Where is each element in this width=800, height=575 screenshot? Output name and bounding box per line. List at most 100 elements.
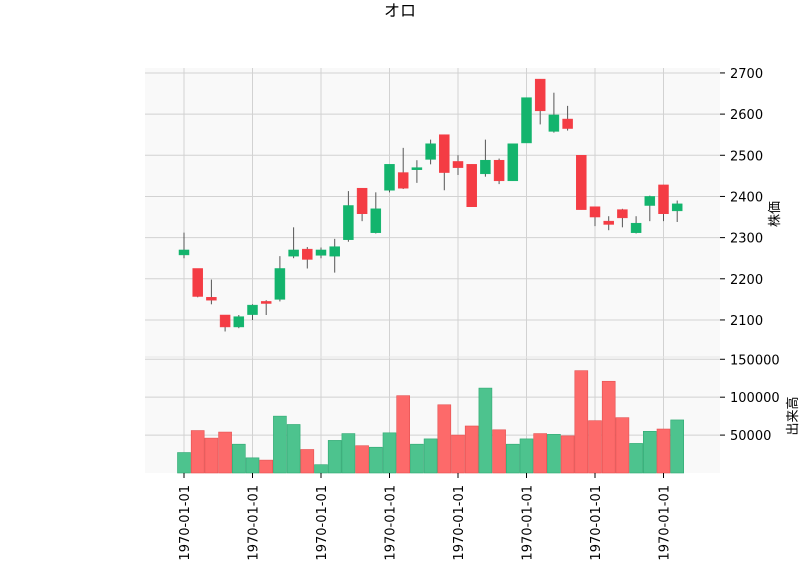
x-axis: 1970-01-01 1970-01-01 1970-01-01 1970-01-01… xyxy=(178,473,673,561)
price-tick-label: 2700 xyxy=(730,67,763,82)
candle-body xyxy=(439,134,450,173)
candle-body xyxy=(452,161,464,168)
volume-bar xyxy=(423,438,438,474)
x-tick-label: 1970-01-01 xyxy=(315,485,330,561)
candle-body xyxy=(548,114,560,132)
x-tick-label: 1970-01-01 xyxy=(521,485,536,561)
candle-body xyxy=(329,246,340,257)
candle-body xyxy=(233,316,245,328)
candle-body xyxy=(219,314,231,328)
candle-body xyxy=(356,187,368,214)
candle-body xyxy=(576,155,587,210)
price-tick-label: 2600 xyxy=(730,108,763,123)
candle-body xyxy=(562,118,573,129)
candle-body xyxy=(589,206,601,218)
volume-bar xyxy=(615,417,630,474)
candle-body xyxy=(521,97,532,144)
volume-bar xyxy=(341,433,356,474)
x-tick-label: 1970-01-01 xyxy=(658,485,673,561)
candle-body xyxy=(178,249,190,256)
volume-bar xyxy=(314,464,328,474)
x-tick-label: 1970-01-01 xyxy=(178,485,193,561)
candle-body xyxy=(384,164,395,191)
volume-bar xyxy=(396,395,411,474)
volume-axis-label: 出来高 xyxy=(785,396,800,435)
volume-bar xyxy=(382,432,397,474)
candle-body xyxy=(192,268,203,297)
volume-bar xyxy=(218,431,232,474)
candle-body xyxy=(370,208,382,233)
volume-bar xyxy=(273,415,287,474)
volume-axis: 50000 100000 150000 xyxy=(720,353,780,444)
candle-body xyxy=(644,196,656,206)
volume-bar xyxy=(190,430,205,474)
volume-bar xyxy=(368,446,383,474)
volume-bar xyxy=(642,431,657,474)
candle-body xyxy=(507,143,519,182)
price-tick-label: 2200 xyxy=(730,273,763,288)
candle-body xyxy=(493,159,505,182)
x-tick-label: 1970-01-01 xyxy=(384,485,399,561)
x-tick-label: 1970-01-01 xyxy=(589,485,604,561)
volume-bar xyxy=(286,424,301,474)
price-panel xyxy=(145,68,720,357)
volume-bar xyxy=(505,443,520,474)
x-tick-label: 1970-01-01 xyxy=(247,485,262,561)
volume-bar xyxy=(437,404,452,474)
candle-body xyxy=(480,159,491,175)
price-tick-label: 2500 xyxy=(730,149,763,164)
candle-body xyxy=(658,184,669,214)
volume-bar xyxy=(656,428,671,474)
candle-body xyxy=(302,248,313,260)
candle-body xyxy=(247,304,258,315)
volume-bar xyxy=(410,443,424,474)
volume-bar xyxy=(451,434,465,474)
volume-bar xyxy=(177,452,191,474)
volume-bar xyxy=(670,419,685,474)
candles xyxy=(178,78,683,332)
volume-bar xyxy=(547,434,561,474)
volume-bar xyxy=(478,387,493,474)
volume-bar xyxy=(560,435,575,474)
candle-body xyxy=(671,203,683,212)
price-axis: 2100 2200 2300 2400 2500 2600 2700 xyxy=(720,67,763,329)
volume-bar xyxy=(300,449,315,474)
volume-bar xyxy=(601,380,616,474)
price-tick-label: 2400 xyxy=(730,190,763,205)
volume-bar xyxy=(533,433,548,474)
candle-body xyxy=(425,143,436,160)
candle-body xyxy=(315,249,327,256)
volume-bar xyxy=(519,438,534,474)
volume-bar xyxy=(492,429,506,474)
candle-body xyxy=(534,78,546,112)
volume-bar xyxy=(232,443,246,474)
volume-bar xyxy=(464,425,479,474)
candle-body xyxy=(411,167,423,170)
candle-body xyxy=(397,172,409,189)
volume-bar xyxy=(259,459,274,474)
candle-body xyxy=(206,297,217,301)
volume-tick-label: 150000 xyxy=(730,353,780,368)
volume-bar xyxy=(245,457,260,474)
chart-title: オロ xyxy=(384,1,416,20)
volume-bar xyxy=(204,437,219,474)
volume-bar xyxy=(588,420,602,474)
volume-bar xyxy=(327,440,342,474)
volume-bar xyxy=(355,445,369,474)
candle-body xyxy=(466,164,477,207)
volume-tick-label: 100000 xyxy=(730,391,780,406)
volume-bar xyxy=(574,370,589,474)
candle-body xyxy=(630,222,642,233)
candle-body xyxy=(260,301,272,304)
candle-body xyxy=(617,209,628,219)
price-tick-label: 2300 xyxy=(730,232,763,247)
volume-bar xyxy=(629,443,643,474)
candle-body xyxy=(603,220,614,225)
price-tick-label: 2100 xyxy=(730,314,763,329)
x-tick-label: 1970-01-01 xyxy=(452,485,467,561)
price-axis-label: 株価 xyxy=(768,201,783,227)
candle-body xyxy=(274,268,286,300)
volume-bars xyxy=(177,370,685,474)
candle-body xyxy=(343,205,354,240)
